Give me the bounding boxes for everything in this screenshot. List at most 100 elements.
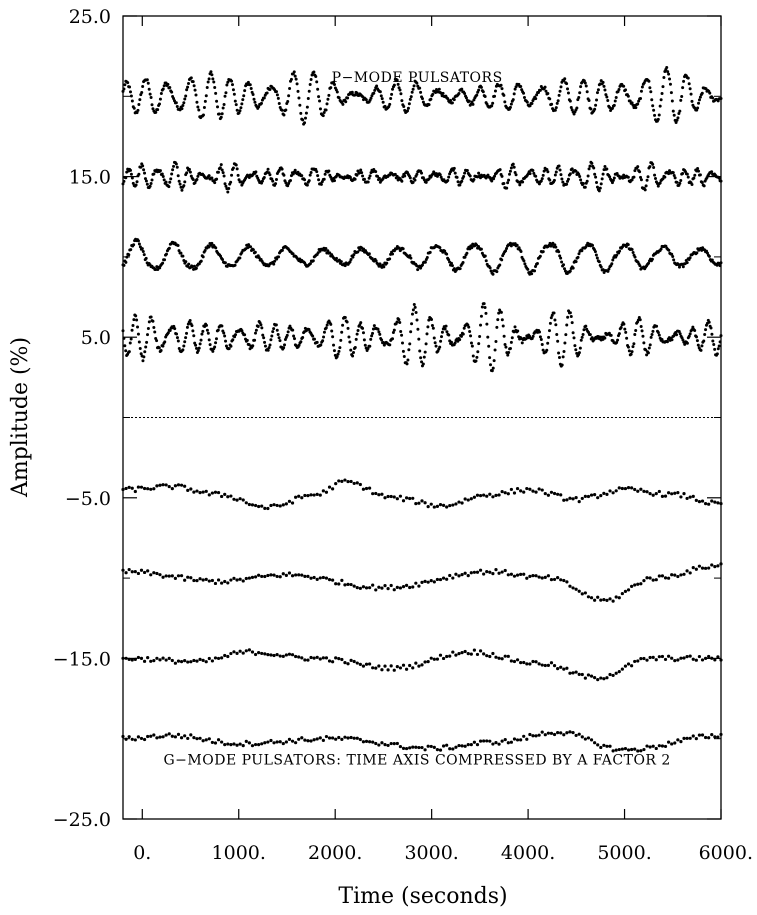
- data-point: [428, 250, 432, 254]
- data-point: [300, 174, 304, 178]
- data-point: [599, 182, 603, 186]
- data-point: [395, 320, 399, 324]
- data-point: [244, 649, 248, 653]
- series-p-mode-3: [121, 237, 723, 276]
- data-point: [568, 269, 572, 273]
- data-point: [530, 272, 534, 276]
- data-point: [620, 591, 624, 596]
- data-point: [469, 334, 473, 338]
- data-point: [700, 91, 704, 95]
- data-point: [485, 322, 489, 326]
- data-point: [700, 181, 704, 185]
- data-point: [707, 736, 711, 740]
- data-point: [249, 87, 253, 91]
- data-point: [660, 654, 665, 659]
- data-point: [562, 578, 566, 583]
- data-point: [612, 103, 616, 107]
- data-point: [512, 491, 517, 495]
- series-p-mode-2: [121, 160, 723, 194]
- data-point: [534, 97, 538, 101]
- data-point: [667, 576, 671, 580]
- data-point: [513, 170, 517, 174]
- data-point: [522, 572, 526, 576]
- data-point: [591, 243, 595, 247]
- data-point: [293, 168, 297, 172]
- data-point: [543, 85, 547, 89]
- data-point: [632, 175, 636, 179]
- data-point: [454, 502, 458, 506]
- data-point: [541, 348, 545, 352]
- data-point: [189, 76, 193, 80]
- data-point: [679, 98, 683, 102]
- data-point: [685, 496, 689, 501]
- data-point: [374, 741, 378, 746]
- data-point: [528, 574, 532, 579]
- data-point: [679, 656, 683, 660]
- data-point: [319, 182, 323, 186]
- data-point: [392, 668, 396, 672]
- data-point: [297, 343, 301, 347]
- data-point: [519, 572, 523, 576]
- data-point: [199, 259, 203, 263]
- data-point: [574, 260, 578, 264]
- data-point: [401, 499, 406, 503]
- data-point: [478, 649, 483, 653]
- data-point: [676, 116, 680, 120]
- data-point: [596, 88, 600, 92]
- data-point: [402, 105, 406, 109]
- data-point: [668, 82, 672, 86]
- data-point: [545, 348, 549, 352]
- data-point: [122, 263, 126, 267]
- data-point: [397, 318, 401, 322]
- data-point: [147, 320, 151, 324]
- data-point: [298, 103, 302, 107]
- data-point: [435, 88, 439, 92]
- data-point: [497, 493, 501, 497]
- data-point: [424, 180, 428, 184]
- data-point: [586, 494, 591, 499]
- data-point: [318, 736, 322, 740]
- data-point: [375, 84, 379, 88]
- data-point: [556, 99, 560, 103]
- data-point: [663, 744, 668, 749]
- data-point: [698, 173, 702, 177]
- data-point: [263, 340, 267, 344]
- data-point: [563, 341, 567, 345]
- data-point: [196, 105, 200, 109]
- data-point: [447, 175, 451, 179]
- data-point: [246, 80, 250, 84]
- data-point: [213, 490, 218, 494]
- data-point: [207, 579, 211, 583]
- data-point: [361, 585, 366, 589]
- y-tick-label: −15.0: [53, 648, 111, 670]
- data-point: [535, 93, 539, 97]
- data-point: [141, 250, 145, 254]
- data-point: [346, 736, 350, 740]
- data-point: [660, 494, 665, 498]
- data-point: [271, 179, 275, 183]
- data-point: [266, 506, 270, 511]
- data-point: [176, 659, 181, 663]
- data-point: [440, 330, 444, 334]
- data-point: [648, 745, 652, 749]
- data-point: [161, 261, 165, 265]
- data-point: [541, 173, 545, 177]
- data-point: [366, 180, 370, 184]
- data-point: [556, 339, 560, 343]
- data-point: [574, 670, 578, 674]
- data-point: [191, 80, 195, 84]
- data-point: [337, 657, 341, 661]
- data-point: [401, 585, 406, 589]
- data-point: [700, 658, 705, 662]
- data-point: [339, 338, 343, 342]
- data-point: [514, 173, 518, 177]
- data-point: [420, 499, 424, 503]
- data-point: [318, 493, 322, 497]
- data-point: [213, 345, 217, 349]
- data-point: [137, 102, 141, 106]
- data-point: [645, 658, 649, 662]
- data-point: [418, 86, 422, 90]
- data-point: [672, 113, 676, 117]
- data-point: [676, 574, 680, 579]
- data-point: [652, 108, 656, 112]
